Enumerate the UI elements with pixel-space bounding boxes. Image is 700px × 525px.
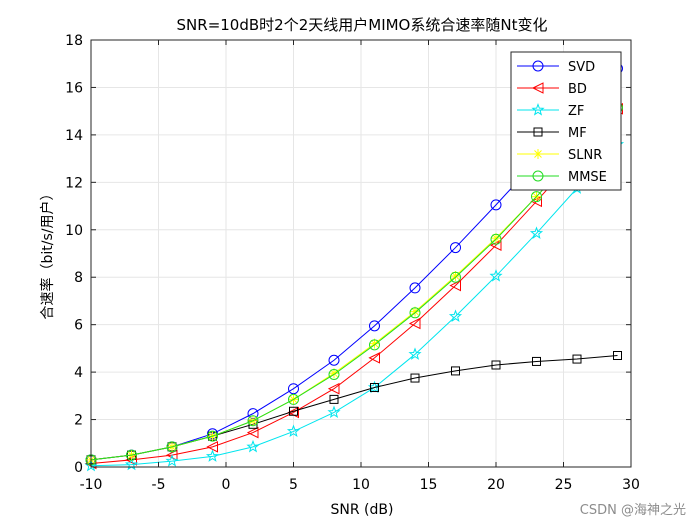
data-point-zf [529, 226, 544, 239]
data-point-mf [289, 406, 298, 416]
data-point-mf [491, 360, 501, 370]
data-point-bd [165, 449, 178, 461]
y-tick-label: 12 [65, 175, 83, 191]
y-tick-label: 16 [65, 80, 83, 96]
series-line-bd [90, 108, 618, 464]
data-point-svd [409, 282, 421, 294]
y-tick-label: 6 [74, 318, 83, 334]
x-tick-label: 15 [420, 477, 438, 493]
y-axis-label: 合速率（bit/s/用户） [39, 187, 56, 320]
y-tick-label: 8 [74, 270, 83, 286]
legend-marker-svd [532, 60, 544, 72]
data-point-mf [370, 383, 379, 393]
data-point-mf [329, 394, 339, 404]
data-point-slnr [491, 233, 501, 244]
x-tick-label: -5 [152, 477, 166, 493]
data-point-bd [327, 382, 340, 395]
data-point-slnr [329, 368, 339, 379]
x-tick-label: 0 [222, 477, 231, 493]
legend-marker-slnr [533, 149, 543, 159]
data-point-mmse [166, 441, 178, 453]
y-tick-label: 2 [74, 413, 83, 429]
data-point-bd [246, 426, 259, 439]
data-point-mf [613, 351, 622, 361]
legend-box [510, 51, 622, 191]
data-point-zf [448, 309, 463, 322]
data-point-mmse [207, 430, 218, 442]
data-point-mf [410, 373, 420, 383]
data-point-mf [572, 354, 582, 364]
legend-marker-mf [533, 127, 543, 137]
watermark: CSDN @海神之光 [580, 503, 686, 518]
data-point-zf [408, 347, 422, 360]
y-tick-label: 4 [74, 365, 83, 381]
legend-label-bd: BD [568, 82, 587, 97]
data-point-svd [450, 242, 461, 254]
series-line-zf [90, 144, 618, 467]
x-tick-label: 30 [622, 477, 640, 493]
data-point-zf [489, 269, 503, 282]
legend-label-slnr: SLNR [568, 148, 602, 163]
x-axis-label: SNR (dB) [331, 502, 394, 518]
data-point-mmse [490, 233, 502, 245]
data-point-mmse [247, 415, 259, 427]
data-point-zf [286, 424, 301, 438]
data-point-svd [369, 320, 380, 332]
data-point-svd [490, 199, 502, 211]
data-point-bd [206, 441, 218, 453]
data-point-zf [246, 439, 260, 453]
data-point-bd [368, 352, 380, 364]
x-tick-label: 10 [352, 477, 370, 493]
data-point-mmse [531, 191, 542, 203]
data-point-mmse [328, 368, 340, 380]
x-tick-label: 25 [555, 477, 573, 493]
series-line-mmse [90, 107, 618, 461]
data-point-mmse [409, 307, 421, 319]
legend: SVD BD ZF MF SLNR MMSE [510, 51, 622, 191]
data-point-slnr [369, 338, 380, 349]
data-point-svd [328, 354, 340, 366]
y-tick-label: 10 [65, 223, 83, 239]
legend-label-svd: SVD [568, 60, 595, 75]
data-point-mmse [369, 339, 380, 351]
x-tick-label: 5 [289, 477, 298, 493]
legend-label-mmse: MMSE [568, 170, 607, 185]
data-point-zf [165, 454, 179, 467]
legend-label-mf: MF [568, 126, 587, 141]
y-tick-label: 0 [74, 460, 83, 476]
y-tick-label: 18 [65, 33, 83, 49]
data-point-mf [451, 366, 460, 376]
x-tick-label: 20 [487, 477, 505, 493]
data-point-bd [408, 317, 421, 330]
data-point-svd [288, 383, 299, 395]
data-point-bd [449, 279, 461, 292]
data-point-slnr [410, 306, 420, 317]
y-tick-label: 14 [65, 128, 83, 144]
legend-marker-zf [531, 103, 545, 116]
legend-label-zf: ZF [568, 104, 584, 119]
data-point-zf [327, 405, 341, 419]
legend-marker-mmse [532, 170, 544, 182]
data-point-mmse [450, 271, 461, 283]
data-point-mf [532, 356, 541, 366]
x-tick-label: -10 [80, 477, 103, 493]
data-point-zf [205, 449, 220, 462]
chart-title: SNR=10dB时2个2天线用户MIMO系统合速率随Nt变化 [177, 16, 548, 34]
axis-ticks: -10 -5 0 5 10 15 20 25 30 0 2 4 6 8 10 12 14 16 18 [65, 33, 640, 493]
data-point-mmse [126, 449, 137, 461]
data-point-mmse [288, 393, 299, 405]
legend-marker-bd [531, 82, 544, 94]
data-point-slnr [450, 271, 461, 282]
